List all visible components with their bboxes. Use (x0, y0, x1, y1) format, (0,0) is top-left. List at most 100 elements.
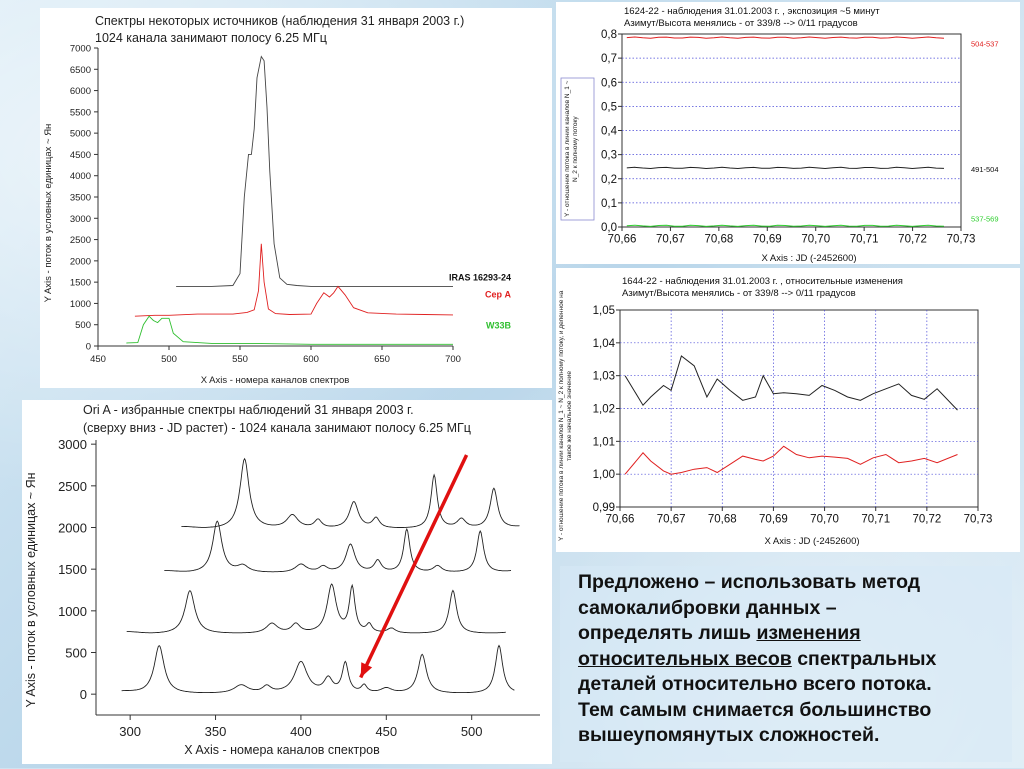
chart-1644: 1644-22 - наблюдения 31.01.2003 г. , отн… (558, 276, 993, 547)
x-tick-label: 70,71 (861, 514, 890, 526)
chart-subtitle: Азимут/Высота менялись - от 339/8 --> 0/… (624, 18, 858, 29)
x-tick-label: 70,67 (657, 514, 686, 526)
y-tick-label: 5000 (70, 129, 91, 140)
x-tick-label: 70,70 (801, 234, 830, 246)
chart-title: Ori A - избранные спектры наблюдений 31 … (83, 403, 414, 417)
y-tick-label: 0,5 (601, 101, 617, 113)
y-tick-label: 4000 (70, 171, 91, 182)
x-tick-label: 70,66 (606, 514, 635, 526)
series-line (134, 243, 454, 317)
y-tick-label: 4500 (70, 150, 91, 161)
chart-subtitle: 1024 канала занимают полосу 6.25 МГц (95, 31, 327, 45)
x-tick-label: 450 (375, 724, 397, 739)
x-tick-label: 650 (374, 354, 390, 365)
y-axis-label-box (560, 77, 595, 221)
chart-title: 1644-22 - наблюдения 31.01.2003 г. , отн… (622, 276, 903, 287)
x-tick-label: 70,67 (656, 234, 685, 246)
y-tick-label: 6000 (70, 86, 91, 97)
y-tick-label: 3000 (58, 437, 87, 452)
caption-line: самокалибровки данных – (578, 596, 837, 619)
x-axis-label: X Axis : JD (-2452600) (764, 536, 859, 547)
caption-line: спектральных (791, 647, 937, 670)
series-line (626, 224, 945, 227)
x-axis-label: X Axis - номера каналов спектров (201, 375, 350, 386)
y-tick-label: 1,02 (593, 404, 615, 416)
y-axis-label-holder: Y - отношение потока в линии каналов N_1… (558, 291, 573, 541)
y-tick-label: 3500 (70, 193, 91, 204)
x-tick-label: 70,73 (947, 234, 976, 246)
y-tick-label: 0,99 (593, 502, 615, 514)
caption-text: Предложено – использовать метод самокали… (578, 570, 1008, 749)
caption-box: Предложено – использовать метод самокали… (560, 566, 1012, 762)
y-tick-label: 1,05 (593, 305, 615, 317)
x-axis-label: X Axis - номера каналов спектров (184, 743, 380, 757)
chart-1644-panel: 1644-22 - наблюдения 31.01.2003 г. , отн… (556, 268, 1020, 552)
x-tick-label: 70,69 (759, 514, 788, 526)
x-axis-label: X Axis : JD (-2452600) (761, 253, 856, 264)
spectrum-line (121, 644, 515, 694)
y-tick-label: 0,0 (601, 222, 617, 234)
x-tick-label: 550 (232, 354, 248, 365)
y-tick-label: 1,01 (593, 436, 615, 448)
legend-label: Сер А (485, 289, 512, 299)
caption-line: Тем самым снимается большинство (578, 698, 932, 721)
caption-underlined: относительных весов (578, 647, 792, 670)
y-axis-label: Y - отношение потока в линии каналов N_1… (563, 80, 579, 218)
series-label: 491-504 (971, 165, 999, 174)
caption-line: деталей относительно всего потока. (578, 673, 932, 695)
x-tick-label: 70,68 (704, 234, 733, 246)
y-tick-label: 0,2 (601, 174, 617, 186)
series-line (626, 166, 945, 170)
x-tick-label: 70,73 (964, 514, 993, 526)
y-axis-label: Y Axis - поток в условных единицах ~ Ян (43, 124, 54, 303)
chart-subtitle: Азимут/Высота менялись - от 339/8 --> 0/… (622, 288, 856, 299)
y-tick-label: 1,03 (593, 371, 615, 383)
spectrum-line (181, 457, 520, 528)
legend-label: IRAS 16293-24 (449, 272, 511, 282)
y-tick-label: 0,3 (601, 150, 617, 162)
y-axis-label: Y Axis - поток в условных единицах ~ Ян (24, 472, 38, 707)
y-tick-label: 2500 (70, 235, 91, 246)
x-tick-label: 450 (90, 354, 106, 365)
chart-title: 1624-22 - наблюдения 31.01.2003 г. , экс… (624, 6, 880, 17)
x-tick-label: 70,69 (753, 234, 782, 246)
chart-1624: 1624-22 - наблюдения 31.01.2003 г. , экс… (560, 6, 999, 264)
y-tick-label: 1,04 (593, 338, 616, 350)
chart-oria-panel: Ori A - избранные спектры наблюдений 31 … (22, 400, 552, 764)
y-tick-label: 0,7 (601, 53, 617, 65)
x-tick-label: 70,68 (708, 514, 737, 526)
y-tick-label: 0,8 (601, 29, 617, 41)
y-tick-label: 2500 (58, 479, 87, 494)
series-line (624, 355, 958, 411)
chart-sources: Спектры некоторых источников (наблюдения… (43, 14, 512, 386)
y-tick-label: 500 (75, 320, 91, 331)
series-label: 537-569 (971, 215, 999, 224)
y-axis-label-holder: Y - отношение потока в линии каналов N_1… (563, 80, 579, 218)
caption-line: Предложено – использовать метод (578, 571, 921, 593)
chart-1624-panel: 1624-22 - наблюдения 31.01.2003 г. , экс… (556, 2, 1020, 264)
x-tick-label: 400 (290, 724, 312, 739)
chart-sources-panel: Спектры некоторых источников (наблюдения… (40, 8, 552, 388)
y-tick-label: 0,4 (601, 126, 618, 138)
spectrum-line (126, 583, 506, 634)
x-tick-label: 600 (303, 354, 319, 365)
y-tick-label: 0,6 (601, 77, 617, 89)
x-tick-label: 70,70 (810, 514, 839, 526)
y-tick-label: 0 (80, 687, 87, 702)
caption-underlined: изменения (756, 622, 861, 644)
y-tick-label: 3000 (70, 214, 91, 225)
x-tick-label: 70,72 (898, 234, 927, 246)
series-line (126, 315, 453, 345)
y-tick-label: 500 (65, 646, 87, 661)
y-tick-label: 6500 (70, 65, 91, 76)
series-line (624, 445, 958, 475)
x-tick-label: 700 (445, 354, 461, 365)
spectrum-line (164, 520, 512, 573)
y-tick-label: 5500 (70, 107, 91, 118)
x-tick-label: 500 (461, 724, 483, 739)
x-tick-label: 70,71 (850, 234, 879, 246)
chart-subtitle: (сверху вниз - JD растет) - 1024 канала … (83, 421, 471, 435)
chart-title: Спектры некоторых источников (наблюдения… (95, 14, 464, 28)
y-tick-label: 1500 (58, 562, 87, 577)
y-tick-label: 2000 (70, 256, 91, 267)
